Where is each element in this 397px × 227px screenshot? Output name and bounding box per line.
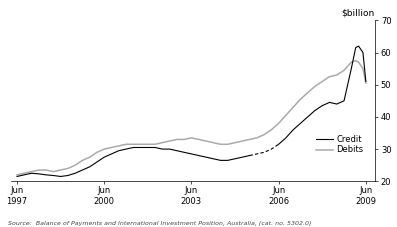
Text: $billion: $billion <box>341 8 374 17</box>
Legend: Credit, Debits: Credit, Debits <box>313 131 367 158</box>
Text: Source:  Balance of Payments and International Investment Position, Australia, (: Source: Balance of Payments and Internat… <box>8 221 311 226</box>
